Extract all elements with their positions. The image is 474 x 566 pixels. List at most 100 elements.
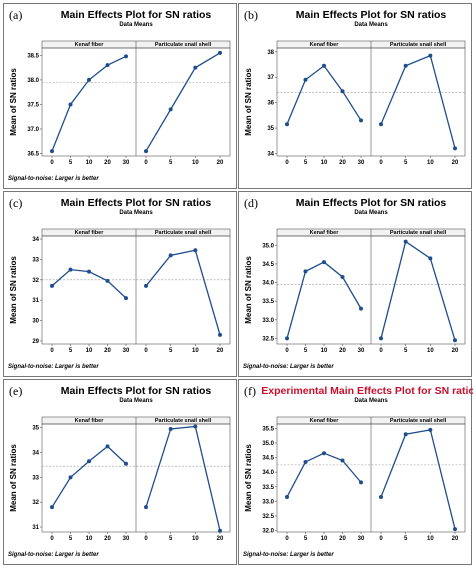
facet-label: Kenaf fiber: [75, 230, 105, 236]
data-point: [105, 278, 110, 283]
chart-footnote: Signal-to-noise: Larger is better: [8, 552, 99, 558]
data-point: [144, 149, 148, 154]
x-tick-label: 0: [379, 160, 383, 166]
data-point: [144, 283, 148, 288]
y-tick-label: 34: [32, 451, 39, 457]
y-axis-label: Mean of SN ratios: [244, 444, 253, 512]
panel-label: (b): [244, 8, 258, 22]
x-tick-label: 0: [50, 536, 54, 542]
chart-panel: (b) Main Effects Plot for SN ratios Data M…: [238, 3, 472, 189]
x-tick-label: 5: [69, 536, 73, 542]
series-line: [145, 249, 221, 336]
chart-title: Experimental Main Effects Plot for SN ra…: [261, 385, 473, 397]
series-line: [51, 268, 127, 299]
panel-label: (d): [244, 196, 258, 210]
x-tick-label: 20: [452, 160, 459, 166]
facet-label: Kenaf fiber: [310, 42, 340, 48]
x-tick-label: 20: [217, 160, 224, 166]
y-tick-label: 32.0: [262, 529, 274, 535]
chart-subtitle: Data Means: [119, 210, 153, 216]
data-point: [285, 122, 289, 127]
chart-panel: (c) Main Effects Plot for SN ratios Data M…: [3, 191, 237, 377]
panel-label: (e): [9, 384, 22, 398]
data-point: [68, 267, 73, 272]
data-point: [50, 283, 54, 288]
x-tick-label: 0: [50, 160, 54, 166]
y-axis-label: Mean of SN ratios: [9, 444, 18, 512]
y-tick-label: 33.5: [262, 299, 274, 305]
facet-label: Particulate snail shell: [390, 42, 447, 48]
data-point: [285, 494, 289, 499]
x-tick-label: 5: [404, 160, 408, 166]
x-tick-label: 30: [358, 348, 365, 354]
chart-title: Main Effects Plot for SN ratios: [61, 197, 212, 209]
y-tick-label: 33.0: [262, 318, 274, 324]
data-point: [50, 505, 54, 510]
x-tick-label: 10: [86, 348, 93, 354]
data-point: [453, 146, 457, 151]
data-point: [168, 253, 173, 258]
x-tick-label: 5: [69, 348, 73, 354]
data-point: [379, 336, 383, 341]
data-point: [359, 306, 363, 311]
series-line: [51, 55, 127, 152]
y-tick-label: 29: [32, 339, 39, 345]
x-tick-label: 20: [339, 536, 346, 542]
data-point: [68, 475, 73, 480]
x-tick-label: 20: [217, 536, 224, 542]
series-line: [145, 425, 221, 531]
facet-label: Kenaf fiber: [310, 418, 340, 424]
y-tick-label: 34: [32, 237, 39, 243]
facet-label: Particulate snail shell: [390, 418, 447, 424]
data-point: [193, 65, 198, 70]
y-tick-label: 30: [32, 319, 39, 325]
facet-label: Kenaf fiber: [75, 418, 105, 424]
series-line: [380, 429, 456, 530]
data-point: [124, 461, 128, 466]
y-tick-label: 35: [32, 426, 39, 432]
x-tick-label: 5: [304, 160, 308, 166]
chart-title: Main Effects Plot for SN ratios: [296, 197, 447, 209]
chart-panel: (f) Experimental Main Effects Plot for SN…: [238, 379, 473, 565]
x-tick-label: 5: [169, 348, 173, 354]
x-tick-label: 30: [358, 536, 365, 542]
x-tick-label: 10: [86, 536, 93, 542]
data-point: [168, 107, 173, 112]
data-point: [87, 459, 91, 464]
series-line: [145, 52, 221, 152]
x-tick-label: 5: [169, 536, 173, 542]
chart-footnote: Signal-to-noise: Larger is better: [8, 364, 99, 370]
x-tick-label: 10: [192, 536, 199, 542]
y-tick-label: 34: [267, 151, 274, 157]
x-tick-label: 0: [144, 536, 148, 542]
chart-subtitle: Data Means: [354, 22, 388, 28]
y-tick-label: 31: [32, 525, 39, 531]
y-axis-label: Mean of SN ratios: [9, 68, 18, 136]
x-tick-label: 5: [304, 348, 308, 354]
x-tick-label: 0: [285, 160, 289, 166]
facet-label: Particulate snail shell: [155, 42, 212, 48]
x-tick-label: 0: [144, 348, 148, 354]
x-tick-label: 20: [104, 160, 111, 166]
y-tick-label: 37.5: [27, 102, 39, 108]
data-point: [218, 50, 222, 55]
series-line: [286, 452, 362, 498]
data-point: [403, 63, 408, 68]
y-axis-label: Mean of SN ratios: [9, 256, 18, 324]
y-tick-label: 37.0: [27, 127, 39, 133]
data-point: [87, 269, 91, 274]
data-point: [87, 77, 91, 82]
x-tick-label: 10: [427, 348, 434, 354]
y-tick-label: 32.5: [262, 336, 274, 342]
y-tick-label: 32.5: [262, 514, 274, 520]
data-point: [403, 239, 408, 244]
chart-panel: (d) Main Effects Plot for SN ratios Data M…: [238, 191, 472, 377]
x-tick-label: 20: [104, 536, 111, 542]
panel-label: (f): [244, 384, 256, 398]
data-point: [428, 53, 433, 58]
series-line: [380, 54, 456, 149]
x-tick-label: 20: [339, 160, 346, 166]
